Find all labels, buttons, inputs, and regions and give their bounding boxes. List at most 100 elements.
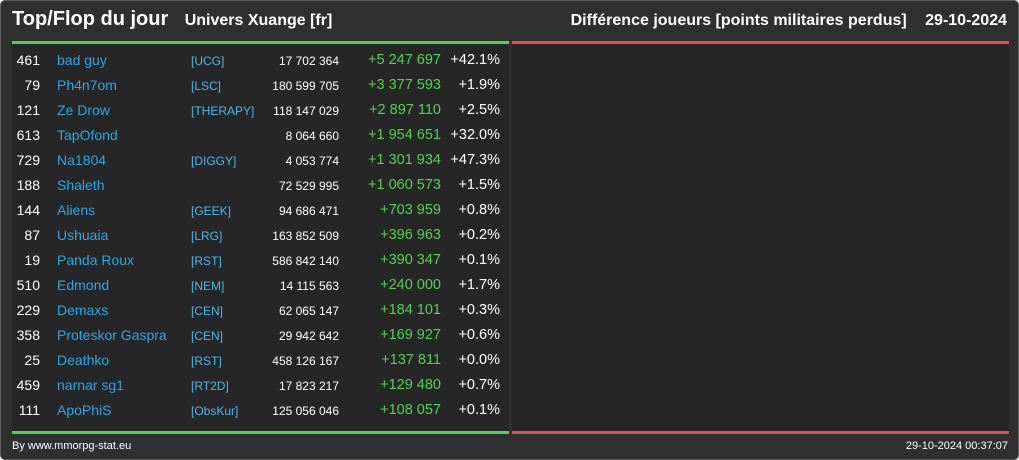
alliance-tag[interactable]: [CEN] [191,304,224,318]
diff-cell: +703 959 [380,202,441,218]
footer-timestamp: 29-10-2024 00:37:07 [905,440,1008,452]
points-cell: 125 056 046 [272,404,339,418]
diff-cell: +1 060 573 [368,177,441,193]
header-left: Top/Flop du jour Univers Xuange [fr] [12,8,332,31]
percent-cell: +0.0% [458,352,500,368]
points-cell: 14 115 563 [279,279,339,293]
rank-cell: 79 [24,77,40,93]
player-name-link[interactable]: ApoPhiS [57,402,112,418]
page-title: Top/Flop du jour [12,8,169,30]
points-cell: 4 053 774 [285,154,339,168]
rank-cell: 459 [16,377,40,393]
player-name-link[interactable]: TapOfond [57,127,118,143]
player-name-link[interactable]: narnar sg1 [57,377,124,393]
alliance-tag[interactable]: [ObsKur] [191,404,239,418]
top-list: 461 bad guy [UCG] 17 702 364 +5 247 697 +42.1… [12,48,509,423]
top-divider [12,41,509,44]
percent-cell: +47.3% [450,152,500,168]
alliance-tag[interactable]: [CEN] [191,329,224,343]
player-name-link[interactable]: Panda Roux [57,252,135,268]
points-cell: 94 686 471 [278,204,339,218]
percent-cell: +0.1% [458,402,500,418]
diff-cell: +396 963 [380,227,441,243]
alliance-tag[interactable]: [LRG] [191,229,223,243]
player-name-link[interactable]: Shaleth [57,177,105,193]
flop-divider [512,41,1009,44]
rank-cell: 121 [16,102,40,118]
points-cell: 180 599 705 [272,79,339,93]
points-cell: 163 852 509 [272,229,339,243]
points-cell: 29 942 642 [278,329,339,343]
table-row: 510 Edmond [NEM] 14 115 563 +240 000 +1.7% [12,273,509,298]
percent-cell: +42.1% [450,52,500,68]
player-name-link[interactable]: Na1804 [57,152,107,168]
points-cell: 458 126 167 [272,354,339,368]
diff-cell: +3 377 593 [368,77,441,93]
percent-cell: +32.0% [450,127,500,143]
points-cell: 17 702 364 [278,54,339,68]
percent-cell: +1.9% [458,77,500,93]
diff-cell: +2 897 110 [369,102,441,118]
diff-cell: +184 101 [380,302,441,318]
alliance-tag[interactable]: [THERAPY] [191,104,255,118]
player-name-link[interactable]: Ph4n7om [57,77,117,93]
percent-cell: +0.3% [458,302,500,318]
player-name-link[interactable]: Edmond [57,277,110,293]
percent-cell: +0.1% [458,252,500,268]
alliance-tag[interactable]: [GEEK] [191,204,232,218]
rank-cell: 229 [16,302,40,318]
table-row: 729 Na1804 [DIGGY] 4 053 774 +1 301 934 +47.3… [12,148,509,173]
alliance-tag[interactable]: [RST] [191,354,222,368]
alliance-tag[interactable]: [RT2D] [191,379,229,393]
percent-cell: +0.7% [458,377,500,393]
rank-cell: 510 [16,277,40,293]
player-name-link[interactable]: Ushuaia [57,227,109,243]
alliance-tag[interactable]: [UCG] [191,54,225,68]
table-row: 358 Proteskor Gaspra [CEN] 29 942 642 +169 9… [12,323,509,348]
player-name-link[interactable]: Proteskor Gaspra [57,327,167,343]
rank-cell: 358 [16,327,40,343]
universe-label: Univers Xuange [fr] [184,12,333,29]
percent-cell: +1.5% [458,177,500,193]
diff-cell: +5 247 697 [368,52,441,68]
header-right: Différence joueurs [points militaires pe… [571,12,1007,30]
table-row: 461 bad guy [UCG] 17 702 364 +5 247 697 +42.1… [12,48,509,73]
table-row: 87 Ushuaia [LRG] 163 852 509 +396 963 +0.2% [12,223,509,248]
percent-cell: +1.7% [458,277,500,293]
alliance-tag[interactable]: [LSC] [191,79,222,93]
table-row: 121 Ze Drow [THERAPY] 118 147 029 +2 897 110… [12,98,509,123]
points-cell: 72 529 995 [278,179,339,193]
diff-cell: +240 000 [380,277,441,293]
rank-cell: 729 [16,152,40,168]
diff-cell: +1 301 934 [368,152,441,168]
flop-bottom-divider [512,431,1009,434]
table-row: 229 Demaxs [CEN] 62 065 147 +184 101 +0.3% [12,298,509,323]
diff-cell: +169 927 [380,327,441,343]
rank-cell: 461 [16,52,40,68]
rank-cell: 19 [24,252,40,268]
table-row: 25 Deathko [RST] 458 126 167 +137 811 +0.0% [12,348,509,373]
points-cell: 8 064 660 [285,129,339,143]
player-name-link[interactable]: Demaxs [57,302,109,318]
diff-cell: +1 954 651 [368,127,441,143]
player-name-link[interactable]: Deathko [57,352,110,368]
alliance-tag[interactable]: [DIGGY] [191,154,237,168]
player-name-link[interactable]: bad guy [57,52,107,68]
rank-cell: 25 [24,352,40,368]
points-cell: 118 147 029 [273,104,339,118]
top-panel [12,44,509,431]
table-row: 613 TapOfond 8 064 660 +1 954 651 +32.0% [12,123,509,148]
diff-cell: +137 811 [381,352,441,368]
top-bottom-divider [12,431,509,434]
metric-label: Différence joueurs [points militaires pe… [570,12,907,29]
table-row: 79 Ph4n7om [LSC] 180 599 705 +3 377 593 +1.9% [12,73,509,98]
footer-credit[interactable]: By www.mmorpg-stat.eu [12,440,132,452]
alliance-tag[interactable]: [NEM] [191,279,225,293]
points-cell: 586 842 140 [272,254,339,268]
table-row: 188 Shaleth 72 529 995 +1 060 573 +1.5% [12,173,509,198]
table-row: 144 Aliens [GEEK] 94 686 471 +703 959 +0.8% [12,198,509,223]
player-name-link[interactable]: Ze Drow [57,102,110,118]
player-name-link[interactable]: Aliens [57,202,96,218]
alliance-tag[interactable]: [RST] [191,254,222,268]
rank-cell: 188 [16,177,40,193]
